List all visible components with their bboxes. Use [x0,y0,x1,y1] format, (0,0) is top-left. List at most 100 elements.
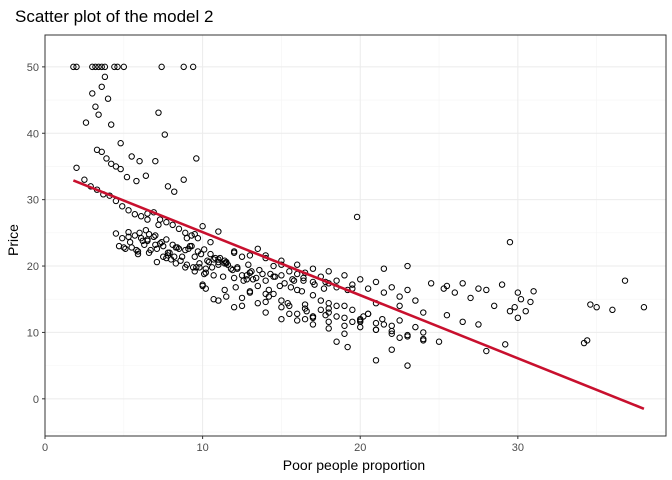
data-point [289,276,296,283]
data-point [349,281,356,288]
data-point [243,276,250,283]
data-point [325,309,332,316]
data-point [609,306,616,314]
data-point [182,264,189,271]
data-point [300,277,307,284]
data-point [160,253,167,260]
data-point [194,234,202,242]
data-point [207,238,214,246]
data-point [353,213,361,221]
data-point [200,246,208,253]
data-points [70,63,648,369]
data-point [287,284,295,291]
data-point [404,333,411,340]
data-point [333,338,340,345]
data-point [73,164,80,171]
data-point [210,272,217,279]
data-point [380,265,388,272]
data-point [502,341,509,348]
data-point [136,157,143,165]
data-point [349,318,356,326]
data-point [205,258,213,266]
y-tick-label: 30 [27,195,39,207]
data-point [101,63,109,71]
data-point [317,297,325,304]
data-point [309,321,317,328]
data-point [290,277,298,284]
data-point [396,293,403,300]
data-point [249,276,257,283]
data-point [246,269,254,276]
data-point [125,228,132,236]
data-point [344,343,351,351]
data-point [583,337,591,344]
data-point [435,338,443,345]
data-point [215,228,222,235]
data-point [278,304,285,311]
data-point [240,277,247,284]
x-tick-label: 30 [512,442,524,454]
data-point [117,140,124,147]
data-point [136,229,143,237]
data-point [134,248,142,255]
data-point [175,225,183,233]
data-point [210,256,217,263]
axes: 0 10 20 30 0 10 20 30 40 50 [27,62,524,454]
data-point [177,257,184,264]
data-point [188,232,195,239]
data-point [224,261,232,268]
data-point [200,270,208,278]
x-tick-label: 20 [354,442,366,454]
data-point [412,323,419,331]
data-point [372,319,380,327]
data-point [142,172,150,179]
data-point [333,313,340,320]
data-point [420,329,427,336]
data-point [333,302,340,310]
x-tick-label: 10 [196,442,208,454]
data-point [246,252,254,259]
data-point [230,304,238,311]
y-tick-label: 20 [27,261,39,273]
data-point [114,63,121,71]
data-point [276,282,284,290]
data-point [216,254,224,262]
data-point [254,282,261,290]
data-point [117,165,124,173]
data-point [278,297,285,304]
data-point [174,244,181,251]
data-point [125,233,132,241]
data-point [325,318,332,326]
data-point [112,163,120,170]
data-point [120,63,128,71]
data-point [221,286,228,294]
data-point [514,289,522,296]
data-point [527,298,534,306]
data-point [103,155,110,162]
data-point [204,257,211,264]
data-point [141,241,148,248]
data-point [301,301,309,308]
data-point [82,119,90,126]
fit-line-group [72,179,645,410]
data-point [142,226,150,234]
data-point [180,176,187,183]
data-point [193,155,200,162]
data-point [199,223,206,230]
data-point [364,285,372,292]
data-point [443,282,451,290]
data-point [134,250,142,258]
data-point [145,249,153,256]
data-point [372,278,380,286]
data-point [98,148,105,156]
data-point [388,327,395,335]
data-point [325,268,332,275]
data-point [372,326,380,333]
x-axis-title: Poor people proportion [283,457,425,473]
data-point [234,264,241,271]
data-point [131,211,139,218]
data-point [152,157,159,165]
data-point [491,302,498,310]
data-point [262,277,269,284]
